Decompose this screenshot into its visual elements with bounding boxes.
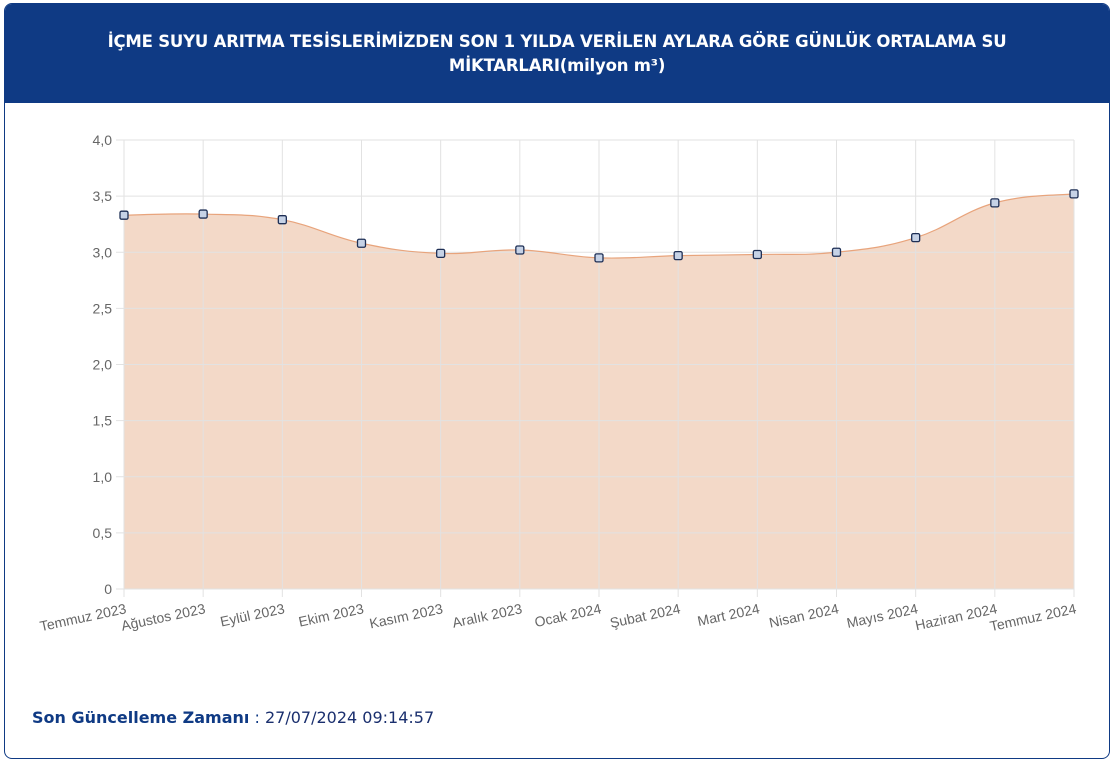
y-tick-label: 4,0 xyxy=(93,132,113,148)
data-point xyxy=(119,210,129,220)
x-tick-label: Temmuz 2023 xyxy=(38,600,128,634)
x-tick-label: Temmuz 2024 xyxy=(988,600,1078,634)
chart-title: İÇME SUYU ARITMA TESİSLERİMİZDEN SON 1 Y… xyxy=(107,31,1007,75)
x-tick-label: Ekim 2023 xyxy=(297,600,365,629)
x-tick-label: Nisan 2024 xyxy=(768,600,841,630)
y-tick-label: 2,5 xyxy=(93,300,113,316)
data-point xyxy=(515,245,525,255)
last-update-value: 27/07/2024 09:14:57 xyxy=(264,708,435,727)
data-point xyxy=(752,249,762,260)
x-tick-label: Ocak 2024 xyxy=(533,600,603,630)
y-tick-label: 3,0 xyxy=(93,244,113,260)
last-update: Son Güncelleme Zamanı : 27/07/2024 09:14… xyxy=(32,708,434,727)
data-point xyxy=(673,250,683,261)
y-tick-label: 0 xyxy=(104,581,112,597)
x-tick-label: Eylül 2023 xyxy=(219,600,286,629)
data-point xyxy=(356,238,367,248)
y-tick-label: 3,5 xyxy=(93,188,113,204)
x-tick-label: Haziran 2024 xyxy=(914,600,999,633)
y-tick-label: 0,5 xyxy=(93,525,113,541)
x-tick-label: Mayıs 2024 xyxy=(845,600,919,631)
data-point xyxy=(594,253,604,263)
last-update-separator: : xyxy=(249,708,265,727)
x-tick-label: Mart 2024 xyxy=(696,600,761,629)
x-tick-label: Aralık 2023 xyxy=(451,600,524,630)
data-point xyxy=(198,209,208,219)
data-point xyxy=(436,248,446,259)
data-point xyxy=(277,215,287,225)
y-tick-label: 1,5 xyxy=(93,413,113,429)
x-tick-label: Şubat 2024 xyxy=(608,600,682,631)
chart-header: İÇME SUYU ARITMA TESİSLERİMİZDEN SON 1 Y… xyxy=(5,4,1109,103)
x-tick-label: Ağustos 2023 xyxy=(120,600,207,633)
data-point xyxy=(1069,189,1079,199)
data-point xyxy=(990,198,1000,208)
y-tick-label: 2,0 xyxy=(93,357,113,373)
last-update-label: Son Güncelleme Zamanı xyxy=(32,708,250,727)
data-point xyxy=(831,247,842,257)
x-tick-label: Kasım 2023 xyxy=(368,600,445,631)
data-point xyxy=(911,233,921,243)
y-tick-label: 1,0 xyxy=(93,469,113,485)
